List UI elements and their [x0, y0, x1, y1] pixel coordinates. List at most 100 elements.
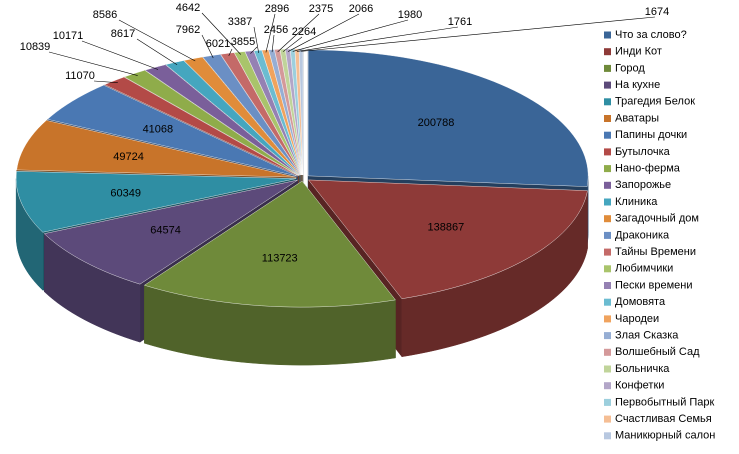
legend-label: Любимчики — [615, 263, 673, 275]
legend-label: Домовята — [615, 296, 666, 308]
legend-swatch — [604, 181, 611, 189]
slice — [233, 51, 302, 176]
slice — [15, 171, 297, 233]
legend-label: Город — [615, 62, 645, 74]
data-label: 6021 — [206, 38, 230, 50]
legend-label: Загадочный дом — [615, 213, 699, 225]
legend-swatch — [604, 315, 611, 323]
legend-swatch — [604, 148, 611, 156]
leader-line — [136, 38, 178, 66]
slice — [220, 52, 302, 176]
legend-swatch — [604, 382, 611, 390]
slice — [144, 64, 300, 176]
slice — [307, 49, 589, 187]
legend-swatch — [604, 398, 611, 406]
legend-swatch — [604, 265, 611, 273]
data-label: 2375 — [309, 3, 333, 15]
data-label: 2896 — [265, 3, 289, 15]
legend-swatch — [604, 64, 611, 72]
data-label: 4642 — [176, 2, 200, 14]
leader-line — [292, 19, 409, 52]
slice — [308, 179, 588, 299]
leader-line — [48, 51, 138, 76]
legend-swatch — [604, 365, 611, 373]
legend-swatch — [604, 98, 611, 106]
legend-swatch — [604, 248, 611, 256]
leader-line — [228, 48, 233, 56]
data-label: 3387 — [228, 16, 252, 28]
legend-label: Чародеи — [615, 313, 659, 325]
legend-label: Аватары — [615, 112, 659, 124]
legend-label: Маникюрный салон — [615, 430, 715, 442]
slice — [298, 48, 304, 175]
legend-swatch — [604, 348, 611, 356]
legend-label: Бутылочка — [615, 146, 671, 158]
leader-line — [201, 12, 241, 55]
slice — [143, 180, 396, 308]
slice — [202, 54, 301, 176]
legend-label: На кухне — [615, 79, 660, 91]
legend-swatch — [604, 231, 611, 239]
leader-line — [118, 19, 196, 62]
legend-swatch — [604, 215, 611, 223]
legend-swatch — [604, 31, 611, 39]
legend-swatch — [604, 165, 611, 173]
slice — [165, 60, 301, 176]
legend-swatch — [604, 432, 611, 440]
slice — [47, 84, 298, 177]
leader-line — [277, 13, 320, 53]
legend-label: Счастливая Семья — [615, 413, 712, 425]
data-label: 1980 — [398, 9, 422, 21]
leader-line — [301, 16, 656, 52]
data-label: 138867 — [428, 222, 465, 234]
legend-swatch — [604, 415, 611, 423]
legend-swatch — [604, 131, 611, 139]
legend-label: Конфетки — [615, 380, 664, 392]
legend-label: Тайны Времени — [615, 246, 696, 258]
slice — [123, 70, 299, 176]
slice — [16, 120, 297, 178]
legend-swatch — [604, 298, 611, 306]
legend-label: Папины дочки — [615, 129, 687, 141]
legend-label: Волшебный Сад — [615, 346, 700, 358]
data-label: 2066 — [349, 3, 373, 15]
data-label: 10839 — [20, 41, 51, 53]
legend-label: Пески времени — [615, 279, 693, 291]
data-label: 10171 — [53, 30, 84, 42]
legend-swatch — [604, 48, 611, 56]
slice — [43, 179, 298, 285]
leader-line — [287, 13, 360, 52]
data-label: 8586 — [93, 9, 117, 21]
data-label: 7962 — [176, 24, 200, 36]
legend-swatch — [604, 81, 611, 89]
legend-swatch — [604, 282, 611, 289]
data-label: 1674 — [645, 6, 669, 18]
leader-line — [265, 13, 276, 53]
data-label: 8617 — [111, 28, 135, 40]
data-label: 60349 — [110, 187, 141, 199]
legend-label: Инди Кот — [615, 46, 662, 58]
legend-label: Драконика — [615, 229, 670, 241]
legend-label: Больничка — [615, 363, 670, 375]
legend-label: Запорожье — [615, 179, 671, 191]
leader-line — [282, 36, 303, 52]
legend-label: Первобытный Парк — [615, 396, 715, 408]
data-label: 1761 — [448, 16, 472, 28]
leader-line — [271, 34, 275, 53]
leader-line — [253, 26, 259, 54]
legend-swatch — [604, 198, 611, 206]
data-label: 200788 — [418, 117, 455, 129]
legend-label: Нано-ферма — [615, 163, 681, 175]
legend-label: Трагедия Белок — [615, 96, 695, 108]
slice — [104, 76, 299, 176]
data-label: 2456 — [264, 24, 288, 36]
legend-swatch — [604, 332, 611, 340]
legend-label: Злая Сказка — [615, 330, 679, 342]
leader-line — [81, 40, 159, 70]
data-label: 3855 — [231, 36, 255, 48]
legend-label: Клиника — [615, 196, 658, 208]
data-label: 49724 — [113, 151, 144, 163]
leader-line — [201, 34, 214, 59]
